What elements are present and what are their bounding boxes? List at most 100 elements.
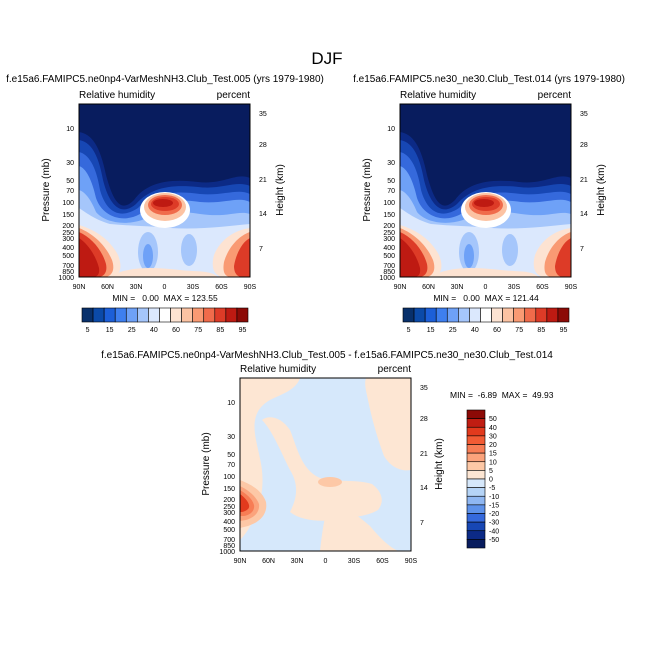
cbar-diff-label-4: 15 [489,451,497,458]
panel-2-ylabel: Pressure (mb) [362,158,373,221]
p1-rtick-14: 14 [259,211,267,218]
cbar-diff-swatch-11 [466,504,486,514]
cbar-diff-swatch-14 [466,530,486,540]
cbar-diff-label-0: 50 [489,416,497,423]
p1-xtick-90s: 90S [244,284,257,291]
cbar-left-swatch-10 [192,307,205,323]
p2-ytick-70: 70 [387,188,395,195]
cbar-diff-swatch-1 [466,418,486,428]
panel-3-title: f.e15a6.FAMIPC5.ne0np4-VarMeshNH3.Club_T… [101,350,553,361]
cbar-right-swatch-13 [546,307,559,323]
panel-2-left-label: Relative humidity [400,90,476,101]
p1-ytick-400: 400 [62,245,74,252]
panel-2-title: f.e15a6.FAMIPC5.ne30_ne30.Club_Test.014 … [353,74,625,85]
cbar-right-swatch-9 [502,307,514,323]
p1-ytick-10: 10 [66,126,74,133]
p2-xtick-30n: 30N [451,284,464,291]
colorbar-main-right: 5 15 25 40 60 75 85 95 [402,307,570,334]
cbar-right-label-6: 85 [537,327,545,334]
cbar-right-label-0: 5 [407,327,411,334]
panel-1-frame [78,103,251,278]
cbar-left-swatch-8 [170,307,182,323]
p2-xtick-90s: 90S [565,284,578,291]
p1-rtick-35: 35 [259,111,267,118]
panel-2-frame [399,103,572,278]
p2-ytick-850: 850 [383,269,395,276]
panel-1-yticks-right: 35 28 21 14 7 [259,111,267,253]
panel-1: f.e15a6.FAMIPC5.ne0np4-VarMeshNH3.Club_T… [6,74,324,303]
p1-xtick-60s: 60S [215,284,228,291]
cbar-diff-swatch-9 [466,487,486,497]
cbar-diff-swatch-12 [466,513,486,523]
p3-ytick-100: 100 [223,474,235,481]
cbar-diff-swatch-8 [466,478,486,488]
p2-rtick-28: 28 [580,142,588,149]
p3-xtick-60s: 60S [376,558,389,565]
p1-ytick-150: 150 [62,212,74,219]
p2-rtick-7: 7 [580,246,584,253]
p3-xtick-60n: 60N [262,558,275,565]
cbar-diff-label-3: 20 [489,442,497,449]
cbar-right-swatch-8 [491,307,503,323]
cbar-diff-swatch-2 [466,426,486,437]
p2-ytick-1000: 1000 [379,275,395,282]
cbar-right-swatch-2 [424,307,437,323]
p3-xtick-30n: 30N [291,558,304,565]
cbar-right-label-1: 15 [427,327,435,334]
cbar-diff-swatch-5 [466,452,486,463]
cbar-right-swatch-4 [446,307,459,323]
p2-rtick-21: 21 [580,177,588,184]
cbar-left-label-7: 95 [239,327,247,334]
cbar-diff-label-12: -30 [489,520,499,527]
p2-ytick-100: 100 [383,200,395,207]
p1-rtick-28: 28 [259,142,267,149]
cbar-right-swatch-3 [435,307,448,323]
p1-ytick-300: 300 [62,236,74,243]
panel-3-stats: MIN = -6.89 MAX = 49.93 [450,390,554,400]
cbar-right-swatch-0 [402,307,415,323]
cbar-diff-label-11: -20 [489,511,499,518]
cbar-right-swatch-14 [557,307,570,323]
cbar-right-swatch-5 [458,307,470,323]
p3-ytick-50: 50 [227,452,235,459]
panel-2-contours [400,104,571,277]
panel-1-yticks: 10 30 50 70 100 150 200 250 300 400 500 … [58,126,74,282]
p1-ytick-850: 850 [62,269,74,276]
panel-3-right-label: percent [378,364,412,375]
cbar-right-label-3: 40 [471,327,479,334]
figure-title: DJF [311,49,342,68]
cbar-diff-swatch-13 [466,521,486,532]
cbar-left-label-4: 60 [172,327,180,334]
p3-xtick-90s: 90S [405,558,418,565]
p1-ytick-1000: 1000 [58,275,74,282]
cbar-left-swatch-13 [225,307,238,323]
p3-rtick-21: 21 [420,451,428,458]
p1-xtick-0: 0 [163,284,167,291]
cbar-diff-label-6: 5 [489,468,493,475]
cbar-right-label-7: 95 [560,327,568,334]
cbar-left-swatch-5 [137,307,149,323]
cbar-diff-swatch-4 [466,444,486,454]
panel-1-xticks: 90N 60N 30N 0 30S 60S 90S [73,284,257,291]
panel-1-ylabel: Pressure (mb) [41,158,52,221]
cbar-left-swatch-14 [236,307,249,323]
cbar-diff-swatch-10 [466,495,486,506]
p1-xtick-30n: 30N [130,284,143,291]
p2-xtick-60s: 60S [536,284,549,291]
cbar-diff-label-2: 30 [489,433,497,440]
panel-3: f.e15a6.FAMIPC5.ne0np4-VarMeshNH3.Club_T… [101,350,554,565]
p2-ytick-30: 30 [387,160,395,167]
cbar-right-label-4: 60 [493,327,501,334]
p3-ytick-1000: 1000 [219,549,235,556]
p2-xtick-90n: 90N [394,284,407,291]
cbar-left-label-1: 15 [106,327,114,334]
panel-2-yticks: 10 30 50 70 100 150 200 250 300 400 500 … [379,126,395,282]
p1-ytick-250: 250 [62,230,74,237]
cbar-diff-label-13: -40 [489,528,499,535]
panel-3-frame [239,377,412,552]
cbar-left-swatch-3 [114,307,127,323]
p1-rtick-21: 21 [259,177,267,184]
p3-ytick-150: 150 [223,486,235,493]
